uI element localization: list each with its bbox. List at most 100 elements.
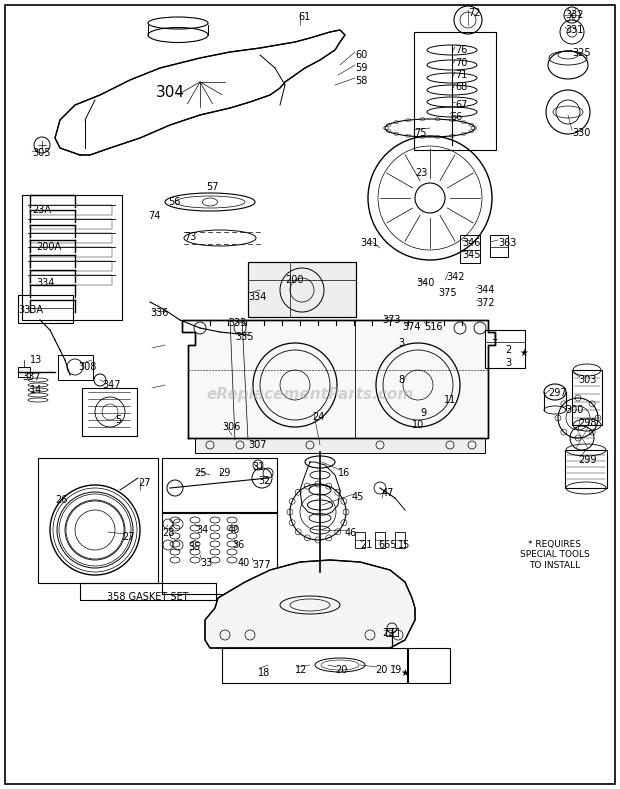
Bar (408, 648, 450, 683)
Bar (565, 450, 607, 488)
Text: 68: 68 (455, 82, 467, 92)
Text: 11: 11 (444, 395, 456, 405)
Text: 76: 76 (455, 45, 467, 55)
Text: 59: 59 (355, 63, 368, 73)
Bar (30, 261, 112, 271)
Text: 15: 15 (398, 540, 410, 550)
Text: 325: 325 (572, 48, 591, 58)
Text: 29: 29 (218, 468, 231, 478)
Text: 298: 298 (578, 418, 596, 428)
Text: 333: 333 (228, 318, 246, 328)
Text: 300: 300 (565, 405, 583, 415)
Text: 22: 22 (382, 628, 394, 638)
Text: 20: 20 (335, 665, 347, 675)
Text: 342: 342 (446, 272, 464, 282)
Bar (248, 262, 356, 317)
Text: ★: ★ (400, 668, 409, 678)
Text: 33: 33 (200, 558, 212, 568)
Text: 358 GASKET SET: 358 GASKET SET (107, 592, 188, 602)
Text: 303: 303 (578, 375, 596, 385)
Text: 21: 21 (360, 540, 373, 550)
Text: 45: 45 (352, 492, 365, 502)
Text: 67: 67 (455, 100, 467, 110)
Bar (30, 247, 112, 257)
Bar (58, 355, 93, 380)
Text: 335: 335 (235, 332, 254, 342)
Text: 297: 297 (548, 388, 567, 398)
Text: 46: 46 (345, 528, 357, 538)
Text: 299: 299 (578, 455, 596, 465)
Text: 373: 373 (382, 315, 401, 325)
Bar (485, 330, 525, 368)
Text: 516: 516 (424, 322, 443, 332)
Text: 3: 3 (505, 358, 511, 368)
Text: 665: 665 (378, 540, 397, 550)
Bar (414, 32, 496, 150)
Text: 304: 304 (156, 85, 185, 100)
Text: eReplacementParts.com: eReplacementParts.com (206, 387, 414, 402)
Text: 25: 25 (194, 468, 206, 478)
Bar (395, 532, 405, 548)
Text: 1: 1 (492, 332, 498, 342)
Text: 40: 40 (228, 525, 241, 535)
Text: 19: 19 (390, 665, 402, 675)
Text: 336: 336 (150, 308, 169, 318)
Text: 10: 10 (412, 420, 424, 430)
Bar (30, 233, 112, 243)
Bar (30, 275, 112, 285)
Text: 347: 347 (102, 380, 120, 390)
Text: 35: 35 (188, 542, 200, 552)
Text: 5: 5 (115, 415, 122, 425)
Text: 346: 346 (462, 238, 480, 248)
Text: 73: 73 (184, 232, 197, 242)
Text: 340: 340 (416, 278, 435, 288)
Bar (80, 583, 216, 600)
Bar (490, 235, 508, 257)
Text: 74: 74 (148, 211, 161, 221)
Text: ★: ★ (519, 348, 528, 358)
Text: 23A: 23A (32, 205, 51, 215)
Text: 57: 57 (206, 182, 218, 192)
Text: 333A: 333A (18, 305, 43, 315)
Polygon shape (55, 30, 345, 155)
Bar (18, 367, 30, 377)
Text: 363: 363 (498, 238, 516, 248)
Bar (162, 458, 277, 513)
Bar (386, 628, 398, 636)
Text: 70: 70 (455, 58, 467, 68)
Text: 34: 34 (196, 525, 208, 535)
Bar (375, 532, 385, 548)
Text: 40: 40 (238, 558, 250, 568)
Bar (38, 458, 158, 583)
Bar (30, 205, 112, 215)
Bar (22, 195, 122, 320)
Text: 71: 71 (455, 70, 467, 80)
Text: 2: 2 (505, 345, 511, 355)
Text: 75: 75 (414, 128, 427, 138)
Bar (355, 532, 365, 548)
Text: 375: 375 (438, 288, 456, 298)
Text: 28: 28 (162, 528, 174, 538)
Text: 56: 56 (168, 197, 180, 207)
Text: 58: 58 (355, 76, 368, 86)
Text: 27: 27 (138, 478, 151, 488)
Polygon shape (182, 320, 495, 438)
Text: 307: 307 (248, 440, 267, 450)
Text: 3: 3 (398, 338, 404, 348)
Text: 31: 31 (252, 462, 264, 472)
Text: 72: 72 (468, 8, 481, 18)
Text: 26: 26 (55, 495, 68, 505)
Text: 14: 14 (30, 385, 42, 395)
Text: 61: 61 (298, 12, 310, 22)
Text: 23: 23 (415, 168, 427, 178)
Text: 372: 372 (476, 298, 495, 308)
Text: 341: 341 (360, 238, 378, 248)
Bar (30, 219, 112, 229)
Text: 308: 308 (78, 362, 96, 372)
Text: 377: 377 (252, 560, 270, 570)
Text: 337: 337 (22, 372, 40, 382)
Bar (572, 370, 602, 425)
Text: 305: 305 (32, 148, 50, 158)
Text: 24: 24 (312, 412, 324, 422)
Text: 334: 334 (248, 292, 267, 302)
